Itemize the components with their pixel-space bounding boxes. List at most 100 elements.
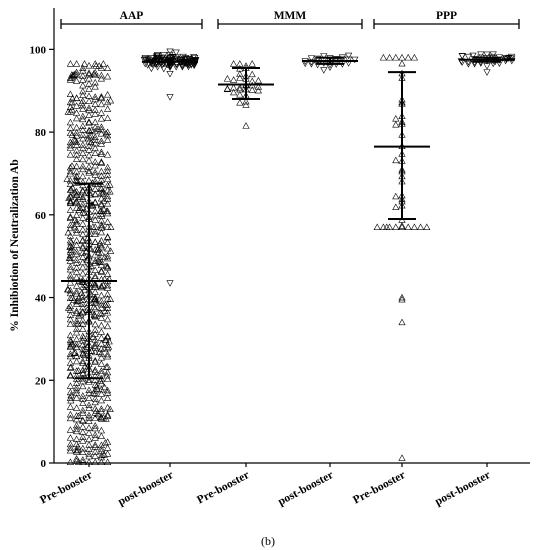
data-point [66,199,75,207]
data-point [72,379,81,387]
data-point [97,390,106,397]
data-point [88,347,96,354]
data-point [504,55,512,63]
data-point [103,386,112,394]
data-point [307,61,316,68]
data-point [236,74,244,81]
data-point [79,81,87,89]
data-point [102,415,110,422]
data-point [91,376,99,383]
data-point [66,414,75,422]
data-point [85,167,93,174]
data-point [67,246,75,253]
data-point [79,437,87,444]
data-point [102,262,110,270]
data-point [66,278,75,286]
data-point [100,383,109,391]
data-point [103,223,112,230]
data-point [78,99,86,106]
data-point [190,54,198,61]
data-point [191,54,199,62]
data-point [72,273,81,281]
data-point [79,395,87,402]
data-point [88,179,96,186]
data-point [66,294,75,301]
data-points [63,48,516,465]
data-point [66,342,75,350]
data-point [99,187,107,195]
data-point [103,64,112,71]
data-point [85,441,93,448]
data-point [99,281,107,289]
data-point [103,167,112,174]
data-point [79,444,87,452]
data-point [103,233,112,241]
data-point [103,332,112,340]
axes [53,8,530,464]
data-point [102,363,110,370]
data-point [229,76,238,83]
data-point [72,282,81,289]
data-point [91,443,99,450]
data-point [91,211,99,219]
data-point [72,204,81,211]
data-point [72,256,81,263]
data-point [79,269,87,277]
data-point [67,363,75,370]
data-point [103,438,112,445]
data-point [72,211,81,219]
data-point [97,300,106,308]
data-point [106,96,115,104]
data-point [79,366,87,374]
data-point [63,285,72,293]
data-point [97,451,106,459]
data-point [72,228,81,236]
y-tick-label: 20 [35,375,47,387]
data-point [66,206,75,213]
data-point [91,390,99,397]
data-point [79,359,87,366]
data-point [72,352,81,360]
data-point [103,163,112,171]
data-point [91,283,99,290]
data-point [85,417,93,424]
data-point [79,87,87,95]
data-point [91,198,99,205]
data-point [70,188,79,196]
data-point [75,458,83,465]
data-point [79,417,87,424]
data-point [379,223,388,231]
data-point [66,129,75,137]
data-point [91,216,99,223]
y-tick-label: 40 [35,293,47,305]
data-point [97,453,106,461]
data-point [66,251,75,258]
data-point [79,307,87,315]
data-point [79,230,87,238]
data-point [97,114,106,122]
data-point [66,315,75,323]
data-point [103,290,112,298]
data-point [97,123,106,130]
data-point [392,53,400,61]
data-point [79,91,87,98]
data-point [97,228,106,236]
data-point [97,249,106,257]
data-point [166,94,174,101]
data-point [344,56,353,64]
data-point [477,51,485,59]
data-point [72,146,81,154]
data-point [72,325,81,332]
data-point [72,236,81,244]
data-point [103,136,112,143]
data-point [392,115,400,122]
data-point [254,76,263,84]
data-point [103,450,112,457]
data-point [147,57,155,64]
data-point [96,255,104,263]
data-point [103,394,112,402]
data-point [66,90,75,98]
data-point [66,372,75,380]
data-point [103,294,112,302]
data-point [103,233,112,240]
